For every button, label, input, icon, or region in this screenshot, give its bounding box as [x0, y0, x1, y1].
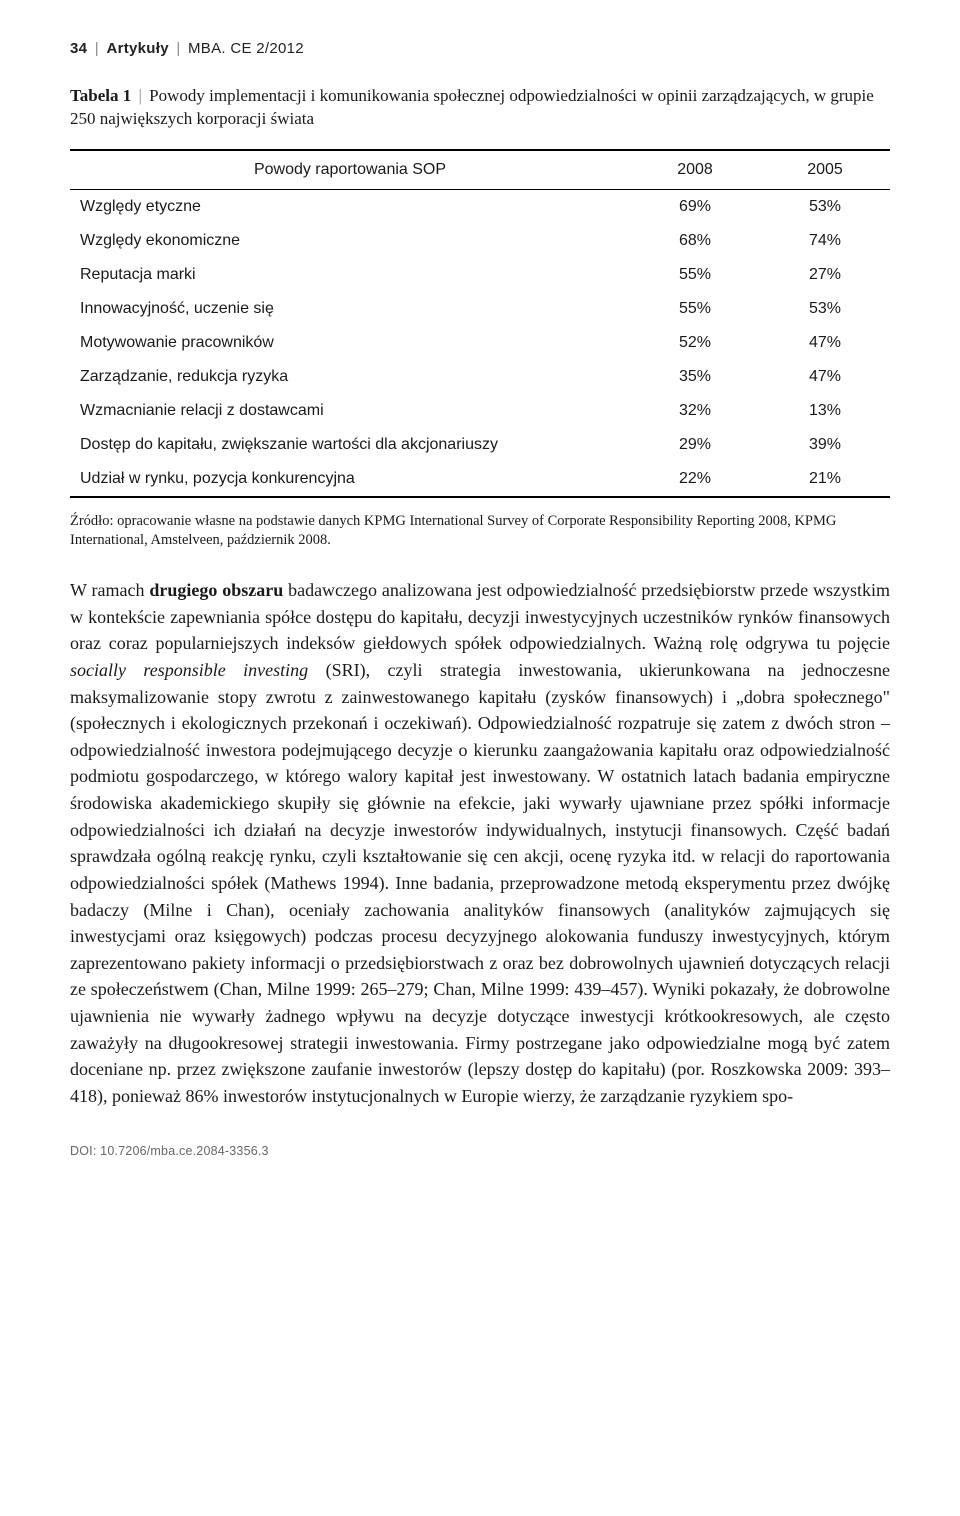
row-label: Wzmacnianie relacji z dostawcami	[70, 394, 630, 428]
body-text-post: (SRI), czyli strategia inwestowania, uki…	[70, 660, 890, 1106]
row-value-2005: 53%	[760, 189, 890, 224]
separator-icon: |	[95, 40, 99, 57]
data-table: Powody raportowania SOP 2008 2005 Względ…	[70, 149, 890, 498]
table-row: Reputacja marki55%27%	[70, 258, 890, 292]
row-value-2005: 53%	[760, 292, 890, 326]
page: 34 | Artykuły | MBA. CE 2/2012 Tabela 1 …	[0, 0, 960, 1188]
table-row: Motywowanie pracowników52%47%	[70, 326, 890, 360]
row-label: Względy ekonomiczne	[70, 224, 630, 258]
row-value-2008: 69%	[630, 189, 760, 224]
row-value-2005: 21%	[760, 462, 890, 497]
row-value-2008: 32%	[630, 394, 760, 428]
row-value-2005: 27%	[760, 258, 890, 292]
row-value-2008: 52%	[630, 326, 760, 360]
row-value-2005: 13%	[760, 394, 890, 428]
footer-doi: DOI: 10.7206/mba.ce.2084-3356.3	[70, 1144, 890, 1158]
table-caption-text: Powody implementacji i komunikowania spo…	[70, 86, 874, 128]
row-label: Dostęp do kapitału, zwiększanie wartości…	[70, 428, 630, 462]
row-value-2005: 74%	[760, 224, 890, 258]
table-row: Udział w rynku, pozycja konkurencyjna22%…	[70, 462, 890, 497]
table-body: Względy etyczne69%53%Względy ekonomiczne…	[70, 189, 890, 497]
table-row: Innowacyjność, uczenie się55%53%	[70, 292, 890, 326]
table-label: Tabela 1	[70, 86, 131, 105]
row-value-2005: 39%	[760, 428, 890, 462]
section-name: Artykuły	[106, 40, 168, 57]
table-caption: Tabela 1 | Powody implementacji i komuni…	[70, 85, 890, 131]
table-row: Dostęp do kapitału, zwiększanie wartości…	[70, 428, 890, 462]
row-value-2008: 29%	[630, 428, 760, 462]
body-text-pre: W ramach	[70, 580, 149, 600]
row-label: Udział w rynku, pozycja konkurencyjna	[70, 462, 630, 497]
row-value-2008: 22%	[630, 462, 760, 497]
table-source: Źródło: opracowanie własne na podstawie …	[70, 512, 890, 551]
body-paragraph: W ramach drugiego obszaru badawczego ana…	[70, 577, 890, 1110]
row-label: Zarządzanie, redukcja ryzyka	[70, 360, 630, 394]
journal-issue: MBA. CE 2/2012	[188, 40, 304, 57]
row-value-2008: 35%	[630, 360, 760, 394]
separator-icon: |	[139, 86, 142, 105]
row-label: Względy etyczne	[70, 189, 630, 224]
col-header-reasons: Powody raportowania SOP	[70, 150, 630, 190]
row-value-2005: 47%	[760, 360, 890, 394]
body-bold-phrase: drugiego obszaru	[149, 580, 283, 600]
row-value-2008: 55%	[630, 292, 760, 326]
table-row: Zarządzanie, redukcja ryzyka35%47%	[70, 360, 890, 394]
table-row: Wzmacnianie relacji z dostawcami32%13%	[70, 394, 890, 428]
row-label: Motywowanie pracowników	[70, 326, 630, 360]
running-header: 34 | Artykuły | MBA. CE 2/2012	[70, 40, 890, 57]
col-header-2005: 2005	[760, 150, 890, 190]
row-value-2008: 55%	[630, 258, 760, 292]
row-label: Reputacja marki	[70, 258, 630, 292]
body-italic-phrase: socially responsible investing	[70, 660, 308, 680]
page-number: 34	[70, 40, 87, 57]
table-row: Względy etyczne69%53%	[70, 189, 890, 224]
row-label: Innowacyjność, uczenie się	[70, 292, 630, 326]
separator-icon: |	[176, 40, 180, 57]
row-value-2008: 68%	[630, 224, 760, 258]
table-header-row: Powody raportowania SOP 2008 2005	[70, 150, 890, 190]
row-value-2005: 47%	[760, 326, 890, 360]
table-row: Względy ekonomiczne68%74%	[70, 224, 890, 258]
col-header-2008: 2008	[630, 150, 760, 190]
